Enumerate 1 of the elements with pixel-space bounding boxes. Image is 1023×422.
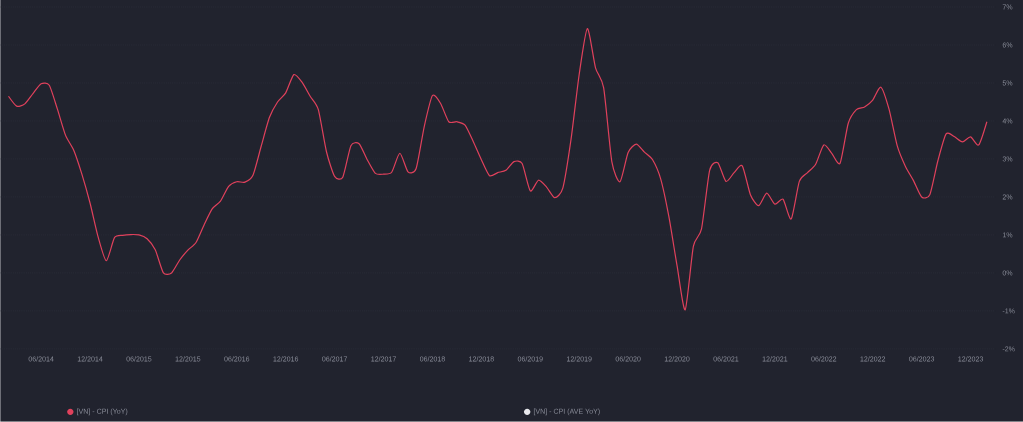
line-series <box>7 28 988 311</box>
